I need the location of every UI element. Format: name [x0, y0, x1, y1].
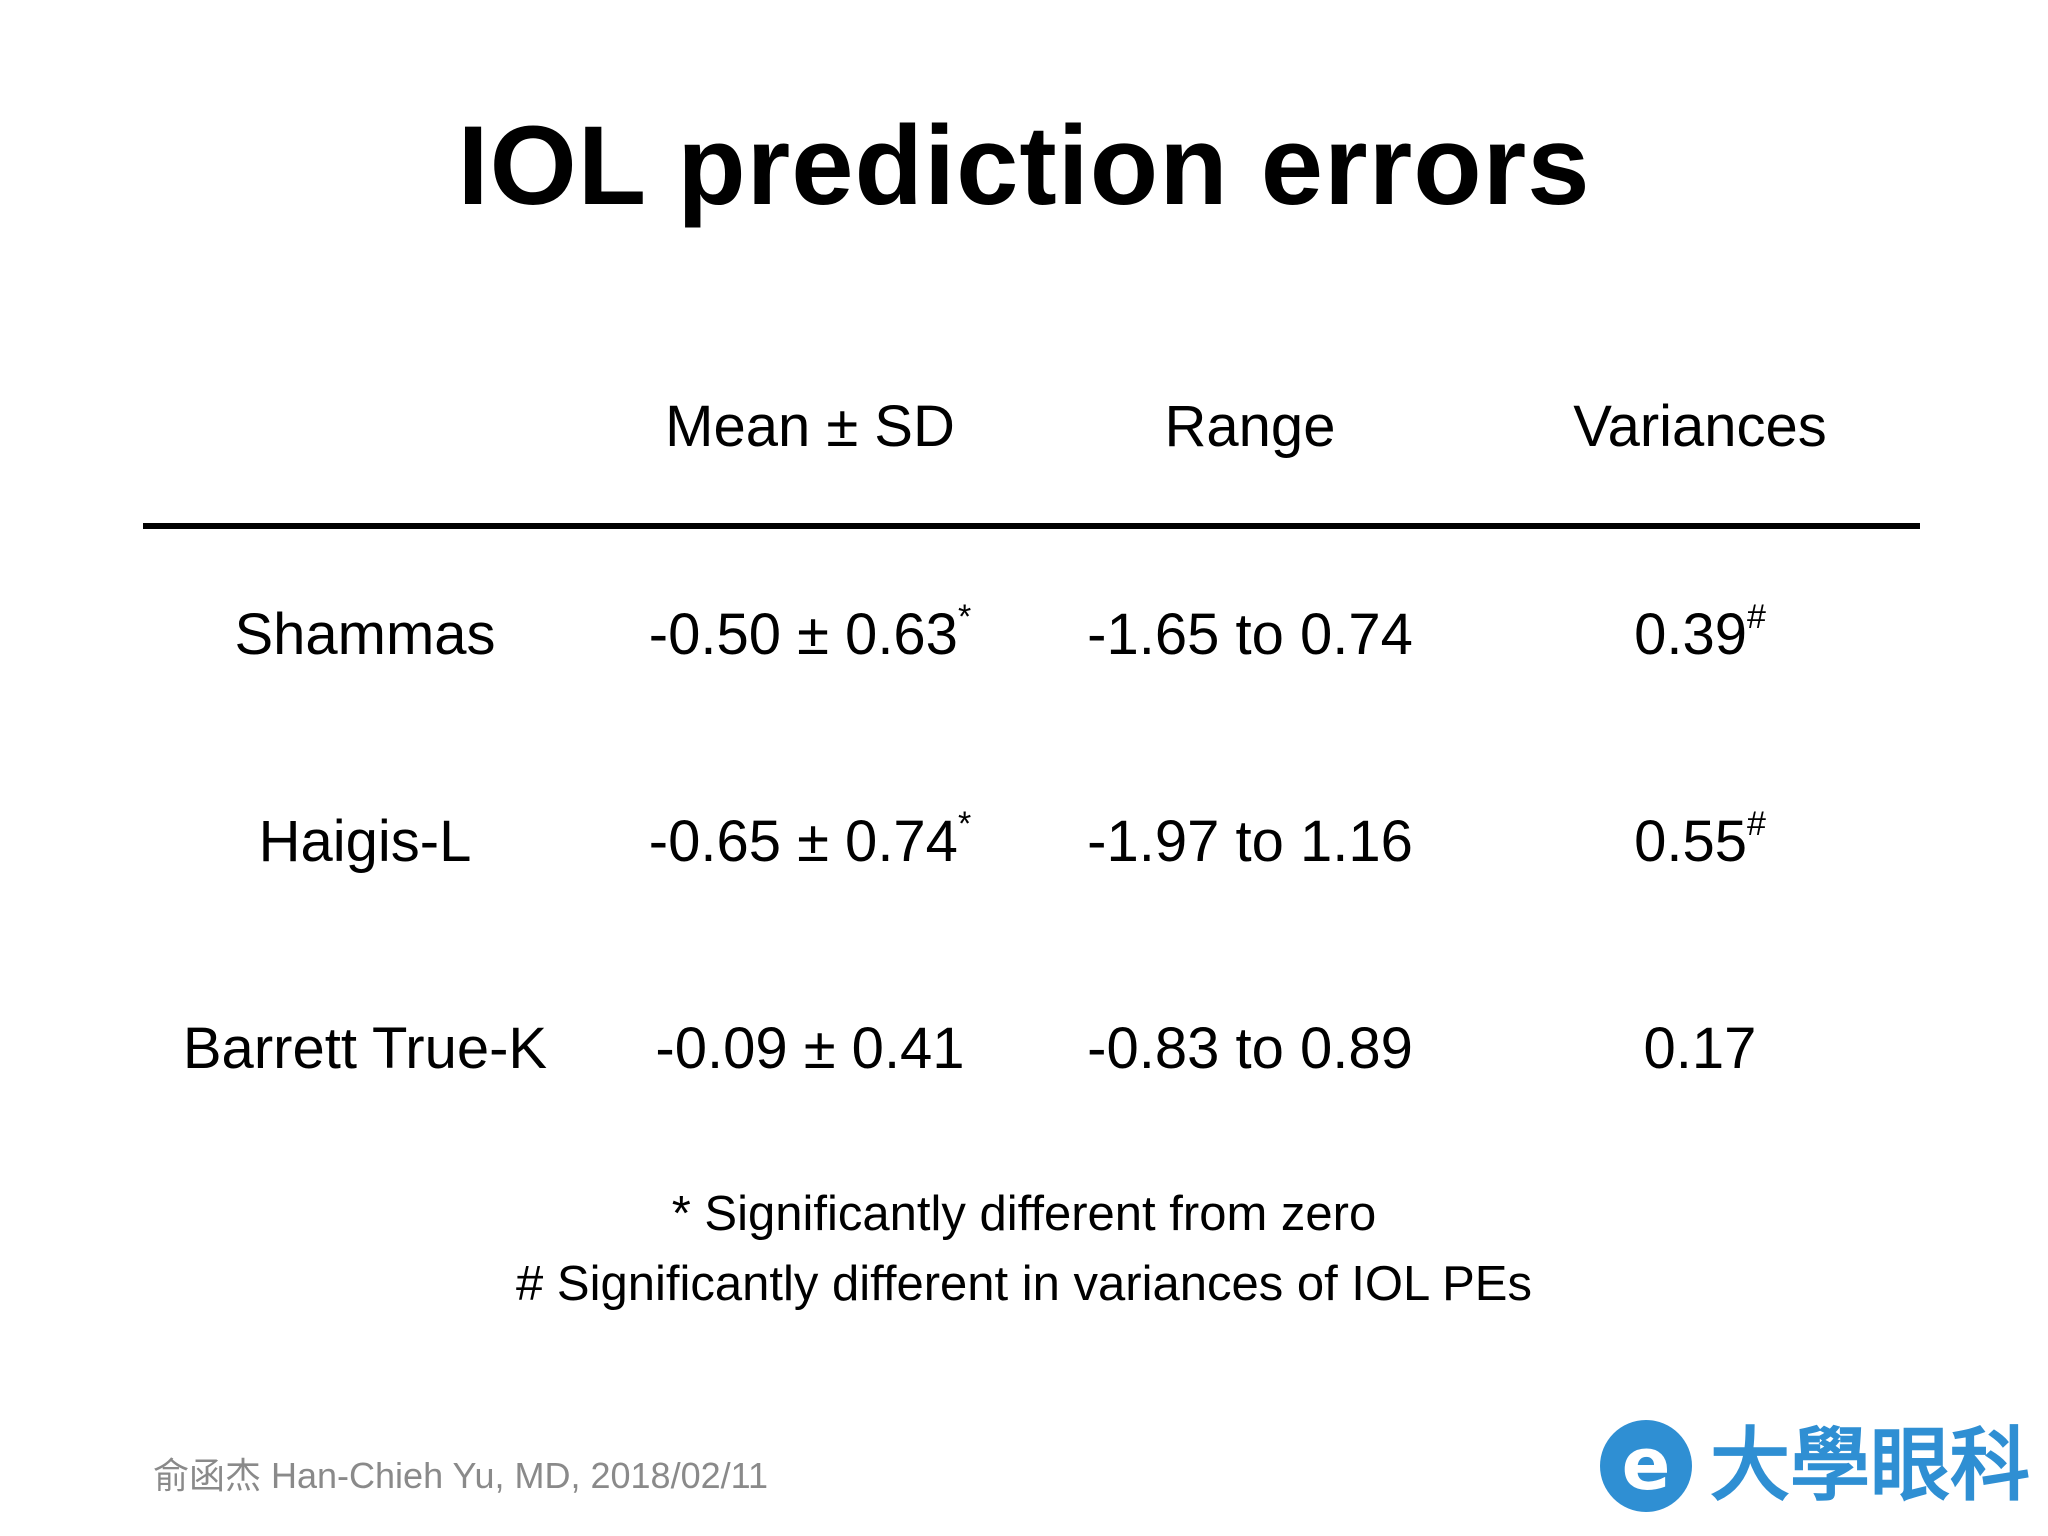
- row-name: Barrett True-K: [182, 1016, 548, 1081]
- author-credit: 俞函杰 Han-Chieh Yu, MD, 2018/02/11: [153, 1455, 768, 1496]
- row-variance: 0.55#: [1480, 807, 1920, 871]
- header-rule: [143, 523, 1920, 529]
- variance-mark: #: [1746, 597, 1766, 636]
- row-variance: 0.39#: [1480, 600, 1920, 664]
- variance-value: 0.39: [1634, 602, 1747, 667]
- header-variances: Variances: [1573, 394, 1827, 459]
- variance-value: 0.55: [1634, 809, 1747, 874]
- mean-sd-value: -0.50 ± 0.63: [648, 602, 958, 667]
- row-range: -1.97 to 1.16: [1087, 809, 1413, 874]
- significance-mark: *: [957, 597, 972, 636]
- footnote-hash: # Significantly different in variances o…: [516, 1257, 1532, 1311]
- logo-e-icon: e: [1600, 1420, 1692, 1512]
- row-name: Shammas: [234, 602, 496, 667]
- mean-sd-value: -0.65 ± 0.74: [648, 809, 958, 874]
- header-mean-sd: Mean ± SD: [665, 394, 955, 459]
- row-range: -0.83 to 0.89: [1087, 1016, 1413, 1081]
- row-variance: 0.17: [1480, 1020, 1920, 1078]
- row-mean-sd: -0.50 ± 0.63*: [600, 600, 1020, 664]
- row-name: Haigis-L: [258, 809, 472, 874]
- mean-sd-value: -0.09 ± 0.41: [655, 1016, 965, 1081]
- brand-logo: e 大學眼科: [1600, 1420, 2040, 1520]
- row-mean-sd: -0.65 ± 0.74*: [600, 807, 1020, 871]
- footnote-asterisk: * Significantly different from zero: [671, 1187, 1377, 1241]
- header-range: Range: [1164, 394, 1336, 459]
- significance-mark: *: [957, 804, 972, 843]
- logo-text: 大學眼科: [1710, 1419, 2030, 1512]
- row-range: -1.65 to 0.74: [1087, 602, 1413, 667]
- variance-value: 0.17: [1643, 1016, 1757, 1081]
- row-mean-sd: -0.09 ± 0.41: [600, 1020, 1020, 1078]
- variance-mark: #: [1746, 804, 1766, 843]
- slide-title: IOL prediction errors: [457, 103, 1591, 228]
